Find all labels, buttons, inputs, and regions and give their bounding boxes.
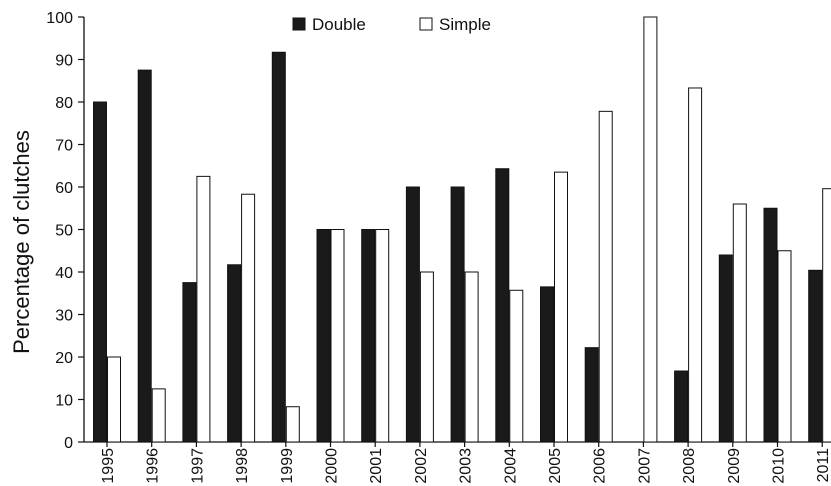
y-tick-label: 100 bbox=[46, 10, 73, 27]
bar-double-2003 bbox=[450, 186, 465, 443]
bar-simple-1997 bbox=[196, 175, 211, 443]
bar-simple-2009 bbox=[732, 203, 747, 443]
y-tick-label: 90 bbox=[55, 53, 73, 70]
bar-double-2006 bbox=[584, 347, 599, 443]
y-axis: 0 10 20 30 40 50 60 70 80 90 100 bbox=[46, 10, 85, 452]
bar-simple-2011 bbox=[822, 188, 831, 443]
y-tick-label: 10 bbox=[55, 393, 73, 410]
bars bbox=[93, 16, 831, 443]
bar-double-1995 bbox=[93, 101, 107, 443]
x-tick-label: 2004 bbox=[502, 448, 519, 484]
y-tick-label: 30 bbox=[55, 308, 73, 325]
y-tick-label: 20 bbox=[55, 350, 73, 367]
legend-label-double: Double bbox=[312, 15, 366, 34]
bar-double-1996 bbox=[137, 69, 152, 443]
x-tick-label: 1997 bbox=[189, 448, 206, 484]
bar-double-2005 bbox=[540, 286, 554, 443]
bar-double-2001 bbox=[361, 229, 376, 443]
x-axis: 1995 1996 1997 1998 1999 2000 2001 2002 2003 2004… bbox=[84, 441, 831, 484]
x-tick-label: 2001 bbox=[368, 448, 385, 484]
bar-simple-1995 bbox=[107, 356, 121, 443]
legend-label-simple: Simple bbox=[439, 15, 491, 34]
bar-simple-1996 bbox=[151, 388, 166, 443]
bar-double-2002 bbox=[405, 186, 420, 443]
x-tick-label: 2003 bbox=[458, 448, 475, 484]
bar-double-1999 bbox=[271, 51, 286, 443]
bar-double-2009 bbox=[718, 254, 733, 443]
bar-simple-2007 bbox=[643, 16, 658, 443]
x-tick-label: 2007 bbox=[636, 448, 653, 484]
x-tick-label: 2002 bbox=[413, 448, 430, 484]
y-tick-label: 0 bbox=[64, 435, 73, 452]
bar-simple-2005 bbox=[554, 171, 568, 443]
bar-double-1998 bbox=[227, 264, 242, 443]
bar-double-2011 bbox=[808, 269, 823, 443]
x-tick-label: 2000 bbox=[324, 448, 341, 484]
bar-simple-2006 bbox=[598, 110, 613, 443]
x-tick-label: 1998 bbox=[234, 448, 251, 484]
bar-double-2000 bbox=[316, 229, 331, 443]
x-tick-label: 2006 bbox=[592, 448, 609, 484]
legend-swatch-simple bbox=[419, 17, 433, 31]
bar-simple-2002 bbox=[419, 271, 434, 443]
bar-double-1997 bbox=[182, 282, 197, 443]
x-tick-label: 2010 bbox=[771, 448, 788, 484]
y-tick-label: 80 bbox=[55, 95, 73, 112]
bar-simple-2004 bbox=[509, 289, 524, 443]
y-tick-label: 60 bbox=[55, 180, 73, 197]
legend-swatch-double bbox=[292, 17, 306, 31]
bar-simple-1998 bbox=[241, 193, 256, 443]
bar-simple-2001 bbox=[375, 229, 390, 443]
x-tick-label: 2008 bbox=[681, 448, 698, 484]
x-tick-label: 2005 bbox=[547, 448, 564, 484]
bar-simple-2003 bbox=[464, 271, 479, 443]
bar-simple-2000 bbox=[330, 229, 345, 443]
bar-double-2004 bbox=[495, 168, 510, 443]
legend: Double Simple bbox=[292, 15, 491, 34]
x-tick-label: 2009 bbox=[726, 448, 743, 484]
x-tick-label: 2011 bbox=[815, 448, 831, 483]
x-tick-label: 1996 bbox=[145, 448, 162, 484]
bar-simple-2010 bbox=[777, 250, 792, 443]
bar-simple-1999 bbox=[285, 406, 300, 443]
y-tick-label: 40 bbox=[55, 265, 73, 282]
x-tick-label: 1999 bbox=[279, 448, 296, 484]
bar-double-2008 bbox=[674, 370, 689, 443]
bar-double-2010 bbox=[763, 207, 778, 443]
y-tick-label: 70 bbox=[55, 138, 73, 155]
x-tick-label: 1995 bbox=[100, 448, 117, 484]
y-tick-label: 50 bbox=[55, 223, 73, 240]
bar-simple-2008 bbox=[688, 87, 703, 443]
y-axis-title: Percentage of clutches bbox=[9, 130, 34, 354]
